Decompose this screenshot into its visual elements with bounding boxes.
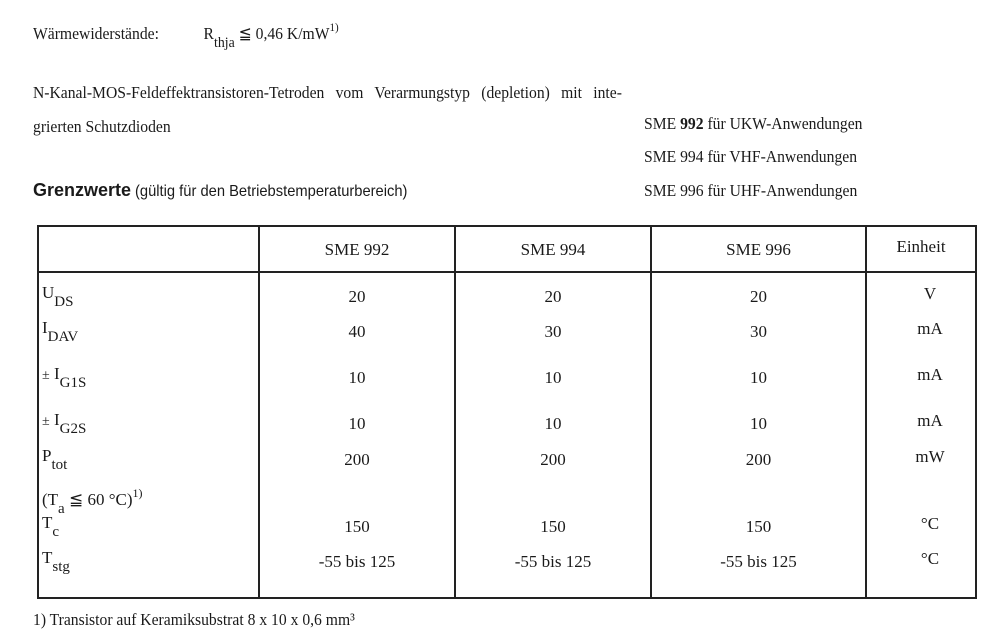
type-number: 992	[680, 114, 704, 133]
table-unit: °C	[920, 549, 940, 568]
type-line-996: SME 996 für UHF-Anwendungen	[644, 181, 857, 201]
thermal-value: 0,46 K/mW	[255, 24, 330, 43]
type-number: 996	[680, 181, 704, 200]
parameter-symbol: I	[53, 410, 60, 429]
table-cell: 30	[750, 322, 767, 341]
table-cell: 150	[745, 517, 772, 536]
table-cell: -55 bis 125	[318, 552, 396, 571]
plus-minus-sign: ±	[42, 414, 50, 429]
table-col-divider	[650, 225, 652, 599]
table-cell: 200	[745, 450, 772, 469]
table-cell: 20	[544, 287, 562, 306]
condition-subscript: a	[58, 501, 65, 517]
table-row-label: Tc	[42, 513, 59, 541]
table-cell: 20	[348, 287, 366, 306]
thermal-footnote-ref: 1)	[329, 20, 339, 34]
parameter-symbol: P	[42, 446, 52, 465]
table-cell: 10	[750, 368, 767, 387]
table-cell: -55 bis 125	[514, 552, 592, 571]
type-text: für UKW-Anwendungen	[707, 114, 863, 133]
type-model: SME	[644, 181, 677, 200]
parameter-subscript: stg	[52, 559, 70, 575]
table-unit: °C	[920, 514, 940, 533]
parameter-subscript: c	[52, 524, 60, 540]
section-heading: Grenzwerte (gültig für den Betriebstempe…	[33, 180, 431, 201]
intro-line-2: grierten Schutzdioden	[33, 117, 171, 136]
parameter-subscript: tot	[51, 457, 68, 473]
table-col-divider	[258, 225, 260, 599]
table-row-label: UDS	[42, 283, 73, 311]
type-model: SME	[644, 114, 677, 133]
table-header: SME 996	[726, 240, 791, 259]
type-model: SME	[644, 147, 677, 166]
table-unit: mA	[917, 319, 943, 338]
table-top-border	[37, 225, 977, 227]
parameter-condition: (Ta ≦ 60 °C)1)	[42, 486, 143, 518]
table-row-label: Ptot	[42, 446, 67, 474]
type-line-994: SME 994 für VHF-Anwendungen	[644, 147, 857, 167]
table-cell: 200	[540, 450, 566, 469]
table-cell: 150	[540, 517, 566, 536]
table-col-divider	[37, 225, 39, 599]
table-cell: 200	[344, 450, 370, 469]
parameter-symbol: U	[42, 283, 55, 302]
table-cell: 150	[344, 517, 370, 536]
parameter-subscript: G2S	[59, 421, 87, 437]
table-col-divider	[865, 225, 867, 599]
type-number: 994	[680, 147, 704, 166]
table-unit: mA	[917, 365, 943, 384]
type-line-992: SME 992 für UKW-Anwendungen	[644, 114, 863, 134]
table-cell: 20	[750, 287, 767, 306]
heading-subtitle: (gültig für den Betriebstemperaturbereic…	[135, 183, 408, 200]
parameter-subscript: DS	[54, 294, 74, 310]
table-cell: 30	[544, 322, 562, 341]
table-unit: V	[923, 284, 937, 303]
table-header-divider	[37, 271, 977, 273]
condition-text: (T	[42, 490, 59, 509]
parameter-subscript: G1S	[59, 375, 87, 391]
heading-title: Grenzwerte	[33, 180, 132, 200]
table-cell: 10	[348, 368, 366, 387]
parameter-symbol: I	[53, 364, 60, 383]
table-unit: mW	[915, 447, 945, 466]
table-col-divider	[454, 225, 456, 599]
table-cell: 10	[544, 414, 562, 433]
condition-text: ≦ 60 °C)	[64, 490, 133, 509]
table-bottom-border	[37, 597, 977, 599]
table-row-label: ± IG2S	[42, 410, 86, 438]
parameter-symbol: T	[42, 548, 53, 567]
condition-footnote-ref: 1)	[132, 486, 143, 500]
table-header: SME 994	[520, 240, 586, 259]
plus-minus-sign: ±	[42, 368, 50, 383]
table-cell: 10	[544, 368, 562, 387]
table-row-label: ± IG1S	[42, 364, 86, 392]
parameter-symbol: T	[42, 513, 53, 532]
table-cell: 40	[348, 322, 366, 341]
thermal-symbol: R	[203, 24, 214, 43]
table-row-label: Tstg	[42, 548, 70, 576]
table-header: Einheit	[896, 237, 946, 256]
table-row-label: IDAV	[42, 318, 78, 346]
table-col-divider	[975, 225, 977, 599]
parameter-symbol: I	[42, 318, 48, 337]
table-header: SME 992	[324, 240, 390, 259]
footnote: 1) Transistor auf Keramiksubstrat 8 x 10…	[33, 610, 355, 629]
table-cell: 10	[348, 414, 366, 433]
table-unit: mA	[917, 411, 943, 430]
type-text: für UHF-Anwendungen	[707, 181, 858, 200]
thermal-label: Wärmewiderstände:	[33, 24, 159, 43]
table-cell: -55 bis 125	[720, 552, 797, 571]
parameter-subscript: DAV	[47, 329, 79, 345]
thermal-subscript: thja	[213, 35, 235, 51]
type-text: für VHF-Anwendungen	[707, 147, 858, 166]
table-cell: 10	[750, 414, 767, 433]
thermal-resistance-line: Wärmewiderstände: Rthja ≦ 0,46 K/mW1)	[33, 20, 339, 52]
thermal-relation: ≦	[238, 24, 252, 43]
intro-line-1: N-Kanal-MOS-Feldeffektransistoren-Tetrod…	[33, 83, 622, 102]
